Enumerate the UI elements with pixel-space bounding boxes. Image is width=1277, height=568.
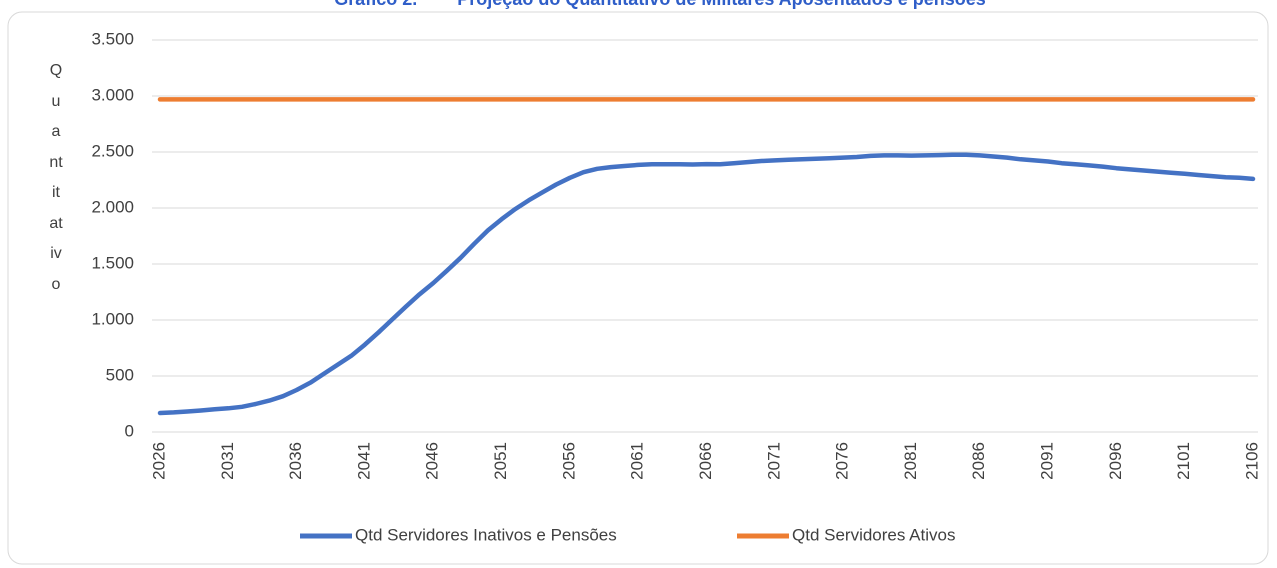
y-tick-label: 0 <box>125 421 134 440</box>
legend-label: Qtd Servidores Inativos e Pensões <box>355 525 617 544</box>
x-tick-label: 2036 <box>286 442 305 480</box>
chart-frame <box>7 11 1269 565</box>
x-tick-label: 2066 <box>696 442 715 480</box>
y-tick-label: 3.500 <box>91 29 134 48</box>
y-tick-label: 1.000 <box>91 309 134 328</box>
x-tick-label: 2071 <box>764 442 783 480</box>
x-tick-label: 2031 <box>218 442 237 480</box>
y-tick-label: 2.000 <box>91 197 134 216</box>
x-tick-label: 2086 <box>969 442 988 480</box>
legend-label: Qtd Servidores Ativos <box>792 525 955 544</box>
x-tick-label: 2106 <box>1242 442 1261 480</box>
x-tick-label: 2026 <box>149 442 168 480</box>
x-tick-label: 2101 <box>1174 442 1193 480</box>
y-axis-label: Quantitativo <box>49 62 63 293</box>
x-tick-label: 2091 <box>1038 442 1057 480</box>
series-line <box>157 152 1256 416</box>
y-tick-label: 1.500 <box>91 253 134 272</box>
x-tick-label: 2081 <box>901 442 920 480</box>
x-tick-label: 2046 <box>423 442 442 480</box>
x-tick-label: 2041 <box>354 442 373 480</box>
x-tick-label: 2051 <box>491 442 510 480</box>
x-tick-label: 2061 <box>628 442 647 480</box>
y-tick-label: 2.500 <box>91 141 134 160</box>
y-tick-label: 500 <box>106 365 134 384</box>
chart-title: Gráfico 2. Projeção do Quantitativo de M… <box>334 0 986 9</box>
x-tick-label: 2056 <box>559 442 578 480</box>
x-tick-label: 2096 <box>1106 442 1125 480</box>
y-tick-label: 3.000 <box>91 85 134 104</box>
x-tick-label: 2076 <box>833 442 852 480</box>
